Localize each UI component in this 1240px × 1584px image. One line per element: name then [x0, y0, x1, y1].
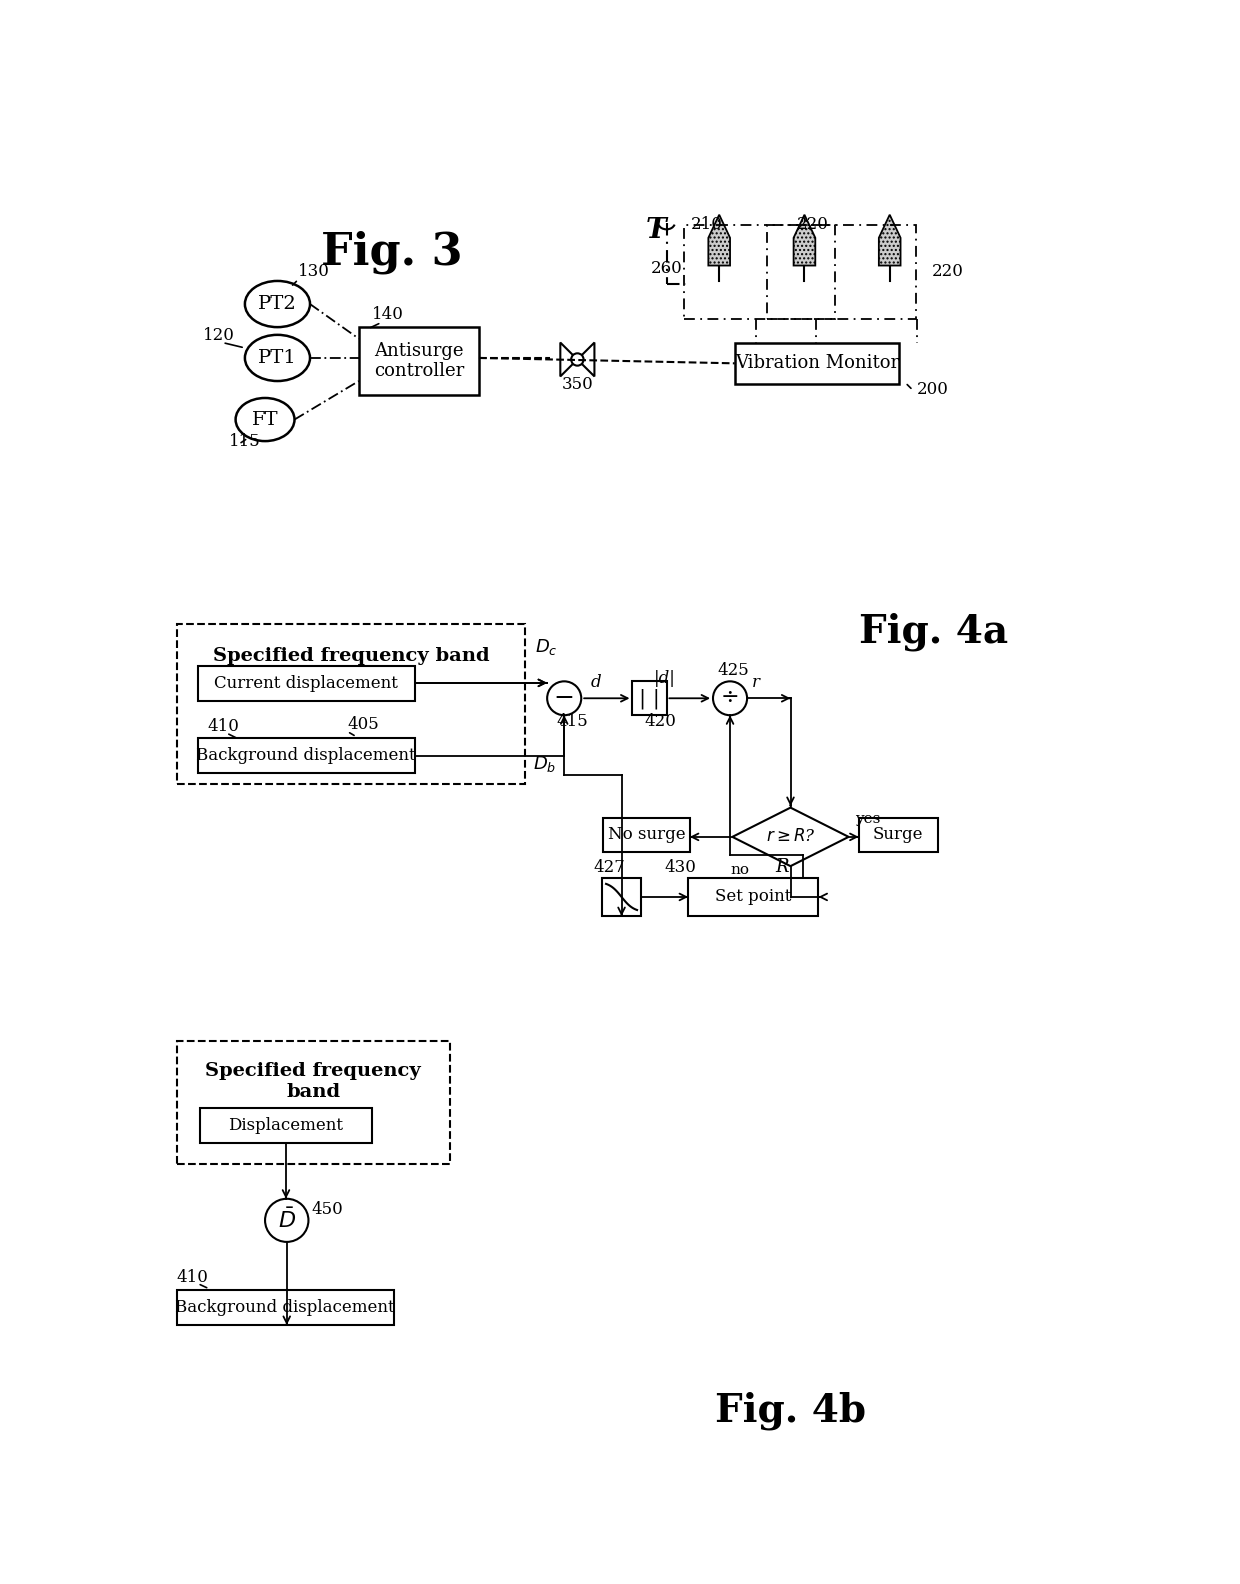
Text: Fig. 4a: Fig. 4a — [859, 611, 1008, 651]
Text: Vibration Monitor: Vibration Monitor — [735, 355, 899, 372]
Text: Specified frequency
band: Specified frequency band — [206, 1063, 420, 1101]
Polygon shape — [794, 215, 816, 266]
Ellipse shape — [244, 334, 310, 382]
Text: Specified frequency band: Specified frequency band — [213, 646, 490, 665]
Circle shape — [547, 681, 582, 716]
Text: $r \geq R$?: $r \geq R$? — [765, 828, 816, 846]
Text: 415: 415 — [557, 713, 588, 730]
Text: Displacement: Displacement — [228, 1117, 343, 1134]
FancyBboxPatch shape — [603, 817, 689, 852]
FancyBboxPatch shape — [632, 681, 667, 716]
Text: PT1: PT1 — [258, 348, 296, 367]
Text: T: T — [646, 217, 667, 244]
Text: $D_b$: $D_b$ — [533, 754, 557, 775]
Text: 220: 220 — [797, 215, 828, 233]
Polygon shape — [578, 342, 594, 377]
FancyBboxPatch shape — [603, 878, 641, 916]
FancyBboxPatch shape — [197, 665, 414, 700]
Text: d: d — [590, 673, 601, 691]
Text: r: r — [751, 673, 760, 691]
Polygon shape — [708, 215, 730, 266]
Text: 410: 410 — [176, 1269, 208, 1286]
Text: 427: 427 — [594, 859, 625, 876]
Text: FT: FT — [252, 410, 278, 429]
FancyBboxPatch shape — [858, 817, 937, 852]
FancyBboxPatch shape — [734, 342, 899, 383]
Text: 260: 260 — [651, 260, 683, 277]
Text: Fig. 3: Fig. 3 — [321, 230, 463, 274]
Text: Current displacement: Current displacement — [215, 675, 398, 692]
Text: 220: 220 — [931, 263, 963, 280]
Text: $D_c$: $D_c$ — [534, 637, 557, 657]
FancyBboxPatch shape — [688, 878, 818, 916]
Text: Set point: Set point — [715, 889, 791, 906]
Circle shape — [713, 681, 746, 716]
Text: ÷: ÷ — [720, 687, 739, 710]
Text: 140: 140 — [372, 306, 404, 323]
Text: Antisurge
controller: Antisurge controller — [373, 342, 464, 380]
Ellipse shape — [244, 280, 310, 328]
Text: 425: 425 — [718, 662, 749, 680]
Text: Background displacement: Background displacement — [196, 748, 415, 763]
Text: 410: 410 — [207, 718, 239, 735]
Text: 200: 200 — [916, 382, 949, 398]
Text: 405: 405 — [347, 716, 379, 733]
Text: Fig. 4b: Fig. 4b — [715, 1391, 866, 1430]
FancyBboxPatch shape — [176, 1289, 394, 1326]
Text: 350: 350 — [562, 375, 593, 393]
FancyBboxPatch shape — [200, 1107, 372, 1142]
Text: 120: 120 — [203, 328, 234, 344]
Text: PT2: PT2 — [258, 295, 296, 314]
Text: |d|: |d| — [655, 670, 676, 687]
Circle shape — [572, 353, 584, 366]
Text: 450: 450 — [311, 1201, 343, 1218]
Text: $\bar{D}$: $\bar{D}$ — [278, 1209, 296, 1232]
Text: 430: 430 — [665, 859, 696, 876]
Polygon shape — [733, 808, 848, 866]
Text: 115: 115 — [228, 434, 260, 450]
Polygon shape — [879, 215, 900, 266]
Text: 420: 420 — [645, 713, 677, 730]
Text: Background displacement: Background displacement — [175, 1299, 396, 1316]
Text: No surge: No surge — [608, 827, 686, 843]
Ellipse shape — [236, 398, 295, 440]
Circle shape — [265, 1199, 309, 1242]
Text: 130: 130 — [299, 263, 330, 280]
Text: | |: | | — [639, 687, 660, 708]
Polygon shape — [560, 342, 578, 377]
Text: Surge: Surge — [873, 827, 924, 843]
FancyBboxPatch shape — [358, 328, 479, 394]
Text: R: R — [775, 857, 789, 876]
FancyBboxPatch shape — [197, 738, 414, 773]
Text: no: no — [730, 863, 749, 878]
Text: −: − — [554, 687, 574, 710]
Text: yes: yes — [854, 813, 880, 825]
Text: 210: 210 — [692, 215, 723, 233]
